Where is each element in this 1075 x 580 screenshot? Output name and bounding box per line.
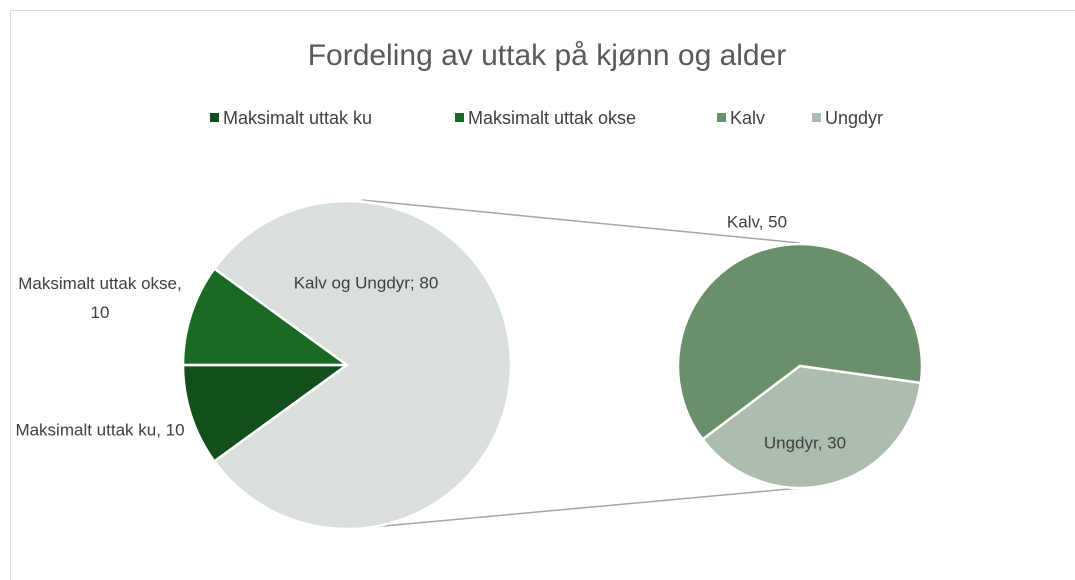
legend-marker bbox=[455, 113, 464, 122]
connector-line bbox=[361, 487, 801, 529]
legend-label: Maksimalt uttak okse bbox=[468, 108, 636, 128]
pie-slice bbox=[700, 364, 923, 490]
legend-label: Kalv bbox=[730, 108, 765, 128]
legend-label: Maksimalt uttak ku bbox=[223, 108, 372, 128]
chart-title: Fordeling av uttak på kjønn og alder bbox=[308, 39, 787, 72]
pie-slice bbox=[212, 199, 513, 531]
pie-slice bbox=[676, 242, 924, 442]
legend-marker bbox=[210, 113, 219, 122]
legend-marker bbox=[812, 113, 821, 122]
pie-slice bbox=[181, 266, 351, 367]
connector-line bbox=[361, 199, 801, 244]
legend-label: Ungdyr bbox=[825, 108, 883, 128]
data-label: Maksimalt uttak okse, 10 bbox=[18, 274, 182, 322]
legend-marker bbox=[717, 113, 726, 122]
pie-slice bbox=[181, 363, 351, 464]
data-label: Ungdyr, 30 bbox=[763, 433, 847, 453]
data-label: Maksimalt uttak ku, 10 bbox=[15, 420, 185, 440]
data-label: Kalv, 50 bbox=[726, 212, 788, 232]
data-label: Kalv og Ungdyr; 80 bbox=[293, 273, 439, 293]
